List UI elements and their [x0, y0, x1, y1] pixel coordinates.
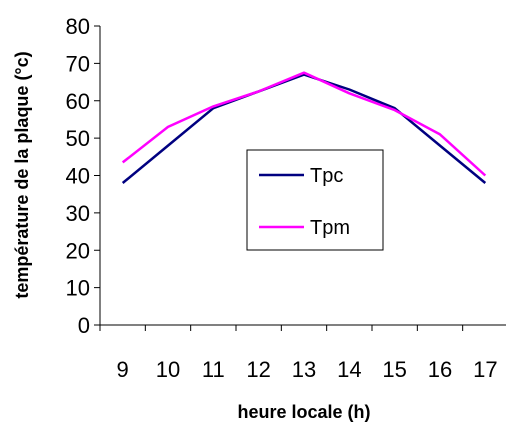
y-axis-title: température de la plaque (°c)	[12, 51, 32, 298]
y-axis: 0 10 20 30 40 50 60 70 80	[66, 14, 101, 338]
x-tick-label: 11	[202, 357, 225, 382]
series-layer	[121, 71, 487, 184]
y-tick-label: 20	[66, 238, 90, 263]
y-tick-label: 80	[66, 14, 90, 39]
x-tick-label: 10	[156, 357, 180, 382]
legend: Tpc Tpm	[246, 149, 384, 251]
x-tick-label: 13	[292, 357, 316, 382]
x-tick-label: 15	[382, 357, 406, 382]
y-tick-label: 60	[66, 89, 90, 114]
x-tick-label: 17	[473, 357, 497, 382]
x-axis-title: heure locale (h)	[237, 402, 370, 422]
legend-label-tpc: Tpc	[310, 165, 343, 187]
legend-label-tpm: Tpm	[310, 217, 350, 239]
legend-box	[246, 149, 384, 251]
y-tick-label: 0	[78, 313, 90, 338]
x-tick-label: 16	[428, 357, 452, 382]
y-tick-label: 10	[66, 276, 90, 301]
x-tick-label: 12	[246, 357, 270, 382]
x-axis: 9 10 11 12 13 14 15 16 17	[99, 324, 506, 382]
series-line-tpc	[121, 73, 487, 184]
series-line-tpm	[121, 71, 487, 177]
y-tick-label: 50	[66, 126, 90, 151]
y-tick-label: 40	[66, 164, 90, 189]
x-tick-label: 9	[117, 357, 129, 382]
x-tick-label: 14	[337, 357, 361, 382]
y-tick-label: 70	[66, 51, 90, 76]
y-tick-label: 30	[66, 201, 90, 226]
